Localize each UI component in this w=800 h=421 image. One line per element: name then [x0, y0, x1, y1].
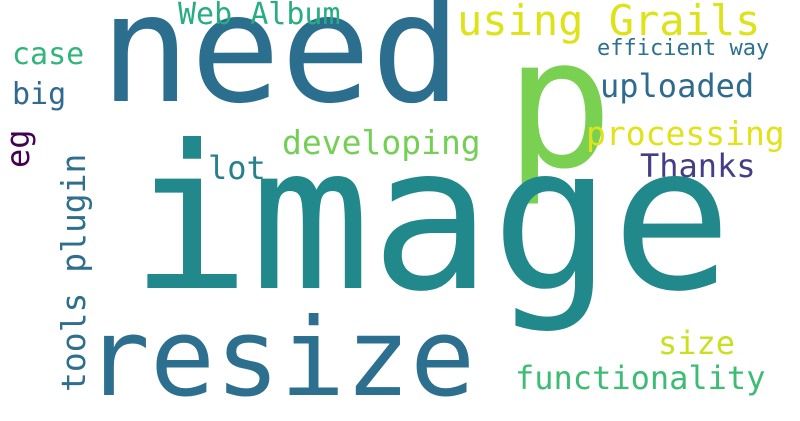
- word-eg: eg: [0, 129, 37, 168]
- word-using-grails: using Grails: [457, 0, 761, 45]
- word-case: case: [12, 37, 85, 72]
- word-p: p: [505, 0, 614, 209]
- word-thanks: Thanks: [640, 147, 756, 185]
- word-processing: processing: [586, 114, 785, 153]
- word-size: size: [658, 324, 736, 362]
- word-resize: resize: [85, 296, 476, 421]
- word-efficient-way: efficient way: [597, 36, 770, 61]
- word-uploaded: uploaded: [600, 67, 755, 105]
- word-web-album: Web Album: [178, 0, 341, 32]
- word-need: need: [100, 0, 462, 137]
- word-developing: developing: [282, 123, 481, 162]
- word-lot: lot: [208, 149, 266, 187]
- word-image: image: [130, 103, 733, 336]
- word-big: big: [12, 77, 67, 112]
- word-functionality: functionality: [515, 359, 766, 397]
